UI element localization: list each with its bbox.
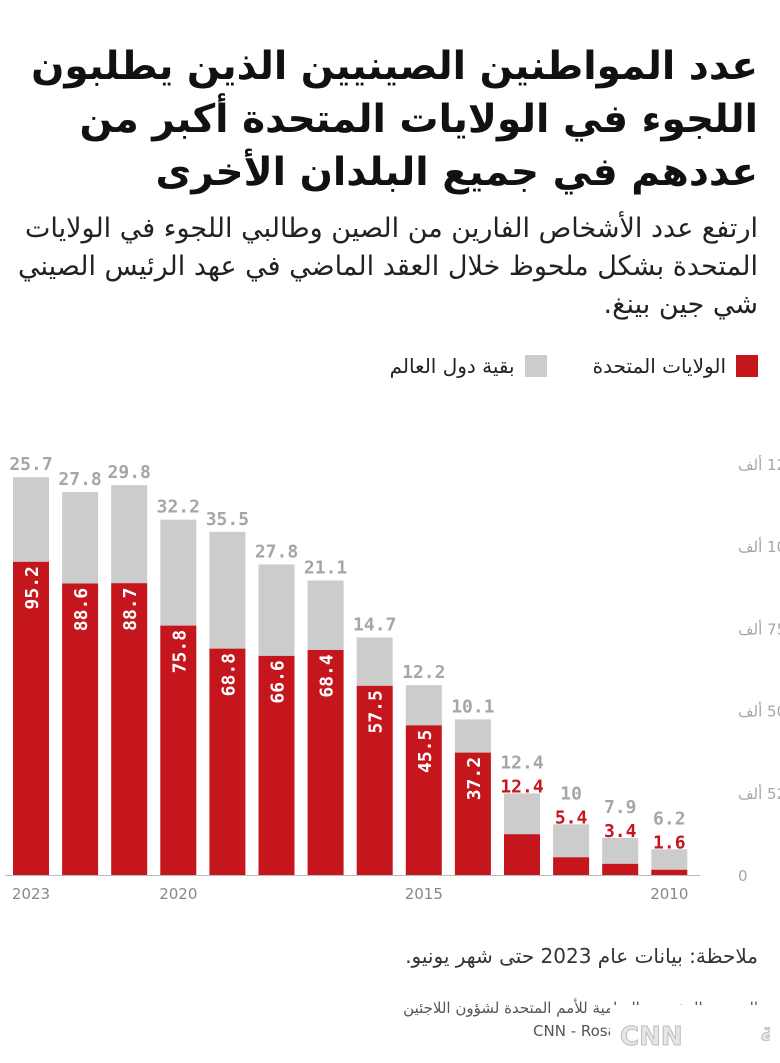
bar-rest-2012	[553, 824, 590, 858]
bar-us-2010	[651, 869, 688, 875]
label-us-2016: 57.5	[366, 690, 387, 733]
bar-rest-2020	[160, 519, 197, 626]
stacked-bar-chart: 0 52 ألف 50 ألف 75 ألف 100 ألف 125 ألف 25.7 95.…	[5, 454, 780, 903]
bar-rest-2014	[454, 719, 491, 753]
label-us-2023: 95.2	[22, 566, 43, 609]
label-us-2015: 45.5	[415, 730, 436, 773]
x-tick-label: 2015	[405, 885, 443, 903]
y-tick-label: 100 ألف	[738, 537, 780, 556]
label-us-2021: 88.7	[120, 587, 141, 630]
y-tick-label: 50 ألف	[738, 702, 780, 721]
label-us-2022: 88.6	[71, 588, 92, 631]
label-us-2011: 3.4	[604, 821, 637, 842]
label-rest-2017: 21.1	[304, 558, 347, 579]
label-us-2012: 5.4	[555, 807, 588, 828]
bar-rest-2011	[602, 837, 639, 864]
label-rest-2023: 25.7	[9, 454, 52, 475]
x-tick-label: 2010	[650, 885, 688, 903]
label-us-2018: 66.6	[268, 660, 289, 703]
bar-us-2018	[258, 655, 295, 875]
svg-text:CNN: CNN	[620, 1022, 683, 1052]
bar-us-2023	[13, 561, 49, 875]
label-us-2017: 68.4	[317, 654, 338, 698]
bar-us-2012	[553, 857, 590, 875]
bar-rest-2023	[13, 477, 49, 562]
label-rest-2019: 35.5	[206, 509, 249, 530]
x-tick-label: 2023	[12, 885, 50, 903]
label-us-2019: 68.8	[218, 653, 239, 696]
label-rest-2015: 12.2	[402, 662, 445, 683]
label-rest-2022: 27.8	[58, 469, 101, 490]
y-tick-label: 125 ألف	[738, 455, 780, 474]
legend-label-us: الولايات المتحدة	[592, 354, 726, 378]
x-tick-label: 2020	[159, 885, 197, 903]
bar-us-2022	[62, 583, 99, 875]
alarabiya-cnn-logo: العربية CNN	[610, 1005, 770, 1055]
legend-swatch-rest	[524, 355, 547, 377]
chart-subtitle: ارتفع عدد الأشخاص الفارين من الصين وطالب…	[18, 213, 758, 320]
label-us-2013: 12.4	[500, 776, 544, 797]
label-us-2014: 37.2	[464, 757, 485, 800]
bar-rest-2017	[307, 580, 344, 650]
bar-us-2014	[454, 752, 491, 875]
bar-us-2020	[160, 625, 197, 875]
label-rest-2016: 14.7	[353, 614, 396, 635]
bar-rest-2018	[258, 564, 295, 656]
bar-us-2019	[209, 648, 246, 875]
legend-swatch-us	[736, 355, 758, 377]
bar-rest-2015	[405, 685, 442, 726]
label-rest-2013: 12.4	[500, 752, 544, 773]
label-rest-2011: 7.9	[604, 797, 637, 818]
bar-rest-2013	[504, 793, 540, 835]
label-us-2020: 75.8	[169, 630, 190, 673]
y-tick-label: 0	[738, 867, 748, 885]
label-us-2010: 1.6	[653, 832, 686, 853]
bar-rest-2019	[209, 531, 246, 649]
svg-text:العربية: العربية	[760, 1018, 770, 1048]
bar-us-2017	[307, 649, 344, 875]
label-rest-2010: 6.2	[653, 808, 686, 829]
label-rest-2012: 10	[560, 783, 582, 804]
chart-note: ملاحظة: بيانات عام 2023 حتى شهر يونيو.	[405, 944, 758, 968]
bar-us-2013	[504, 834, 540, 875]
bar-rest-2010	[651, 849, 688, 870]
label-rest-2021: 29.8	[108, 462, 151, 483]
label-rest-2018: 27.8	[255, 541, 298, 562]
bar-rest-2022	[62, 492, 99, 584]
bar-rest-2016	[356, 637, 393, 686]
bar-us-2016	[356, 685, 393, 875]
bar-us-2015	[405, 725, 442, 875]
y-tick-label: 75 ألف	[738, 619, 780, 638]
legend-label-rest: بقية دول العالم	[389, 354, 515, 378]
bar-us-2021	[111, 583, 148, 875]
legend-item-us: الولايات المتحدة	[593, 354, 758, 378]
label-rest-2020: 32.2	[157, 497, 200, 518]
legend-item-rest: بقية دول العالم	[390, 354, 547, 378]
y-tick-label: 52 ألف	[738, 784, 780, 803]
chart-title: عدد المواطنين الصينيين الذين يطلبون اللج…	[31, 44, 758, 195]
label-rest-2014: 10.1	[451, 696, 494, 717]
legend: الولايات المتحدة بقية دول العالم	[344, 354, 758, 378]
bar-us-2011	[602, 863, 639, 875]
bar-rest-2021	[111, 485, 148, 584]
